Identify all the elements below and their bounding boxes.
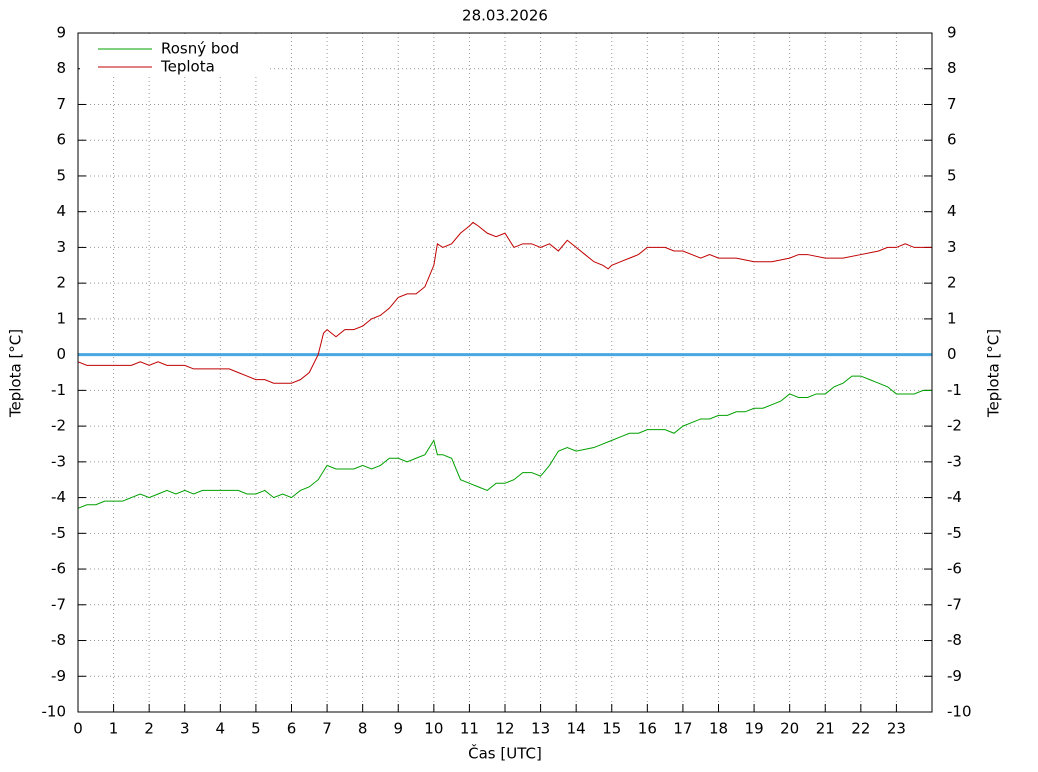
- x-tick-label: 23: [887, 720, 906, 738]
- y2-tick-label: 7: [947, 95, 957, 113]
- y-tick-label: -2: [51, 417, 66, 435]
- y2-tick-label: -7: [947, 595, 962, 613]
- y2-tick-label: -1: [947, 381, 962, 399]
- chart-title: 28.03.2026: [462, 7, 548, 25]
- x-tick-label: 19: [745, 720, 764, 738]
- plot-border: [77, 32, 933, 713]
- legend-label: Rosný bod: [161, 40, 239, 58]
- y2-tick-label: 9: [947, 24, 957, 42]
- y-tick-label: 3: [56, 238, 66, 256]
- y-tick-label: -5: [51, 524, 66, 542]
- y2-tick-label: 0: [947, 345, 957, 363]
- series-line: [77, 375, 932, 509]
- y-tick-label: 8: [56, 59, 66, 77]
- y-tick-label: 0: [56, 345, 66, 363]
- y2-tick-label: 6: [947, 131, 957, 149]
- x-tick-label: 3: [180, 720, 190, 738]
- y-tick-label: -10: [42, 703, 67, 721]
- x-tick-label: 5: [251, 720, 261, 738]
- x-tick-label: 2: [144, 720, 154, 738]
- x-tick-label: 17: [673, 720, 692, 738]
- x-tick-label: 22: [851, 720, 870, 738]
- y-tick-label: -3: [51, 452, 66, 470]
- y-tick-label: 5: [56, 166, 66, 184]
- x-tick-label: 15: [602, 720, 621, 738]
- x-tick-label: 14: [567, 720, 586, 738]
- y2-tick-label: 5: [947, 166, 957, 184]
- x-axis-label: Čas [UTC]: [468, 744, 542, 763]
- y-tick-label: 7: [56, 95, 66, 113]
- y2-tick-label: -9: [947, 667, 962, 685]
- x-tick-label: 21: [816, 720, 835, 738]
- y2-tick-label: 8: [947, 59, 957, 77]
- y2-tick-label: -3: [947, 452, 962, 470]
- y2-tick-label: -6: [947, 560, 962, 578]
- x-tick-label: 4: [216, 720, 226, 738]
- y2-tick-label: 1: [947, 309, 957, 327]
- y-tick-label: 4: [56, 202, 66, 220]
- y-tick-label: 2: [56, 274, 66, 292]
- y2-tick-label: 2: [947, 274, 957, 292]
- y2-tick-label: -5: [947, 524, 962, 542]
- x-tick-label: 10: [424, 720, 443, 738]
- y-tick-label: 6: [56, 131, 66, 149]
- x-tick-label: 6: [287, 720, 297, 738]
- x-tick-label: 1: [109, 720, 119, 738]
- y2-axis-label: Teplota [°C]: [985, 329, 1003, 418]
- y2-tick-label: -8: [947, 631, 962, 649]
- y-axis-label: Teplota [°C]: [7, 329, 25, 418]
- y-tick-label: -7: [51, 595, 66, 613]
- x-tick-label: 11: [460, 720, 479, 738]
- y-tick-label: 1: [56, 309, 66, 327]
- y-tick-label: -9: [51, 667, 66, 685]
- series-line: [77, 221, 932, 384]
- y-tick-label: -8: [51, 631, 66, 649]
- y-tick-label: 9: [56, 24, 66, 42]
- legend-label: Teplota: [160, 58, 215, 76]
- y2-tick-label: -2: [947, 417, 962, 435]
- x-tick-label: 7: [322, 720, 332, 738]
- y2-tick-label: 4: [947, 202, 957, 220]
- y-tick-label: -6: [51, 560, 66, 578]
- x-tick-label: 16: [638, 720, 657, 738]
- x-tick-label: 9: [393, 720, 403, 738]
- x-tick-label: 12: [495, 720, 514, 738]
- y-tick-label: -1: [51, 381, 66, 399]
- y-tick-label: -4: [51, 488, 66, 506]
- y2-tick-label: -4: [947, 488, 962, 506]
- x-tick-label: 20: [780, 720, 799, 738]
- x-tick-label: 8: [358, 720, 368, 738]
- legend-box: [80, 36, 270, 76]
- x-tick-label: 13: [531, 720, 550, 738]
- y2-tick-label: 3: [947, 238, 957, 256]
- y2-tick-label: -10: [947, 703, 972, 721]
- x-tick-label: 18: [709, 720, 728, 738]
- x-tick-label: 0: [73, 720, 83, 738]
